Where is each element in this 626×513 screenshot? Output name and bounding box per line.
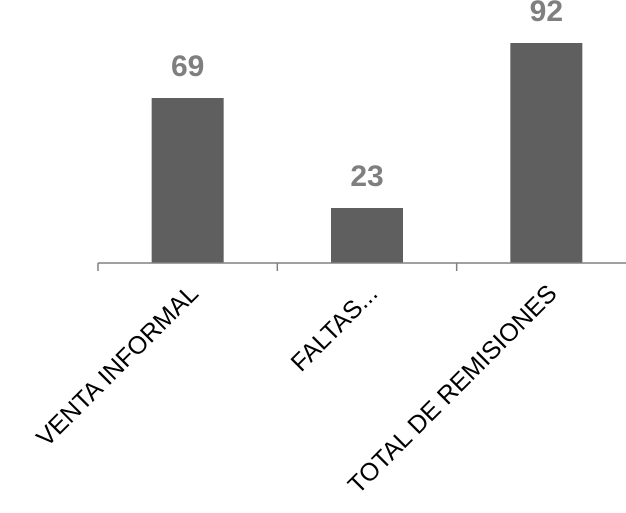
x-tick-labels-layer: VENTA INFORMAL FALTAS...TOTAL DE REMISION… [31, 279, 562, 499]
bar-venta-informal [151, 98, 224, 263]
data-labels-layer: 69 23 92 [171, 0, 563, 193]
x-tick-label-faltas: FALTAS... [286, 279, 384, 377]
x-axis [97, 262, 626, 271]
data-label-total-de-remisiones: 92 [530, 0, 563, 28]
data-label-venta-informal: 69 [171, 50, 204, 83]
data-label-faltas: 23 [350, 160, 383, 193]
x-tick-label-venta-informal: VENTA INFORMAL [31, 279, 204, 452]
bar-faltas [331, 208, 403, 263]
bars-layer [151, 43, 583, 263]
x-tick-label-total-de-remisiones: TOTAL DE REMISIONES [343, 279, 563, 499]
bar-total-de-remisiones [510, 43, 583, 263]
